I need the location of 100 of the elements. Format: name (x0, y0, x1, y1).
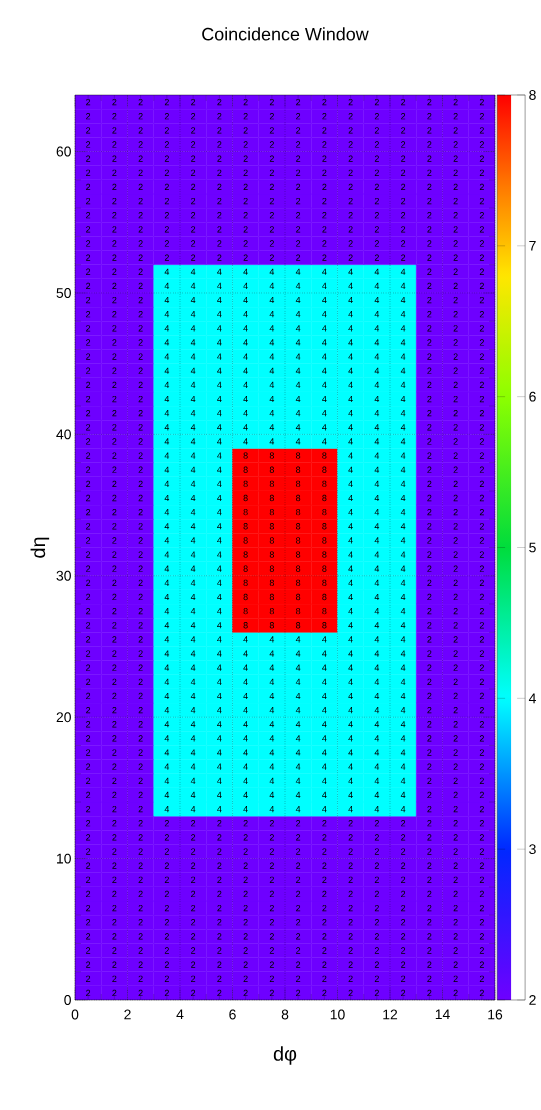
data-label: 4 (190, 636, 196, 643)
data-label: 4 (190, 311, 196, 318)
data-label: 4 (269, 339, 275, 346)
data-label: 4 (190, 410, 196, 417)
data-label: 2 (479, 579, 484, 586)
data-label: 4 (269, 664, 275, 671)
data-label: 2 (479, 749, 484, 756)
data-label: 2 (427, 282, 432, 290)
data-label: 4 (269, 296, 275, 304)
data-label: 4 (243, 296, 248, 304)
data-label: 8 (243, 593, 248, 601)
data-label: 4 (164, 325, 170, 332)
data-label: 4 (400, 438, 406, 445)
color-bar-label: 5 (529, 542, 536, 553)
data-label: 2 (479, 622, 484, 629)
data-label: 2 (401, 989, 406, 997)
data-label: 2 (191, 933, 196, 940)
data-label: 2 (243, 169, 248, 176)
data-label: 4 (269, 282, 275, 289)
data-label: 2 (427, 890, 432, 898)
data-label: 2 (427, 466, 432, 473)
data-label: 2 (427, 410, 432, 417)
data-label: 2 (86, 692, 91, 700)
data-label: 4 (164, 311, 170, 318)
data-label: 4 (374, 791, 380, 799)
data-label: 2 (138, 395, 143, 403)
data-label: 4 (348, 494, 353, 502)
data-label: 4 (400, 551, 406, 558)
data-label: 2 (479, 791, 484, 799)
data-label: 2 (138, 890, 143, 898)
data-label: 2 (322, 183, 327, 191)
data-label: 2 (112, 551, 117, 558)
data-label: 2 (479, 890, 484, 898)
data-label: 4 (374, 735, 380, 742)
data-label: 2 (427, 367, 432, 374)
data-label: 2 (453, 282, 458, 290)
data-label: 2 (191, 141, 196, 148)
data-label: 2 (427, 593, 432, 601)
data-label: 2 (164, 919, 169, 926)
x-tick-label: 12 (383, 1009, 398, 1020)
data-label: 4 (374, 282, 380, 289)
data-label: 2 (112, 367, 117, 374)
data-label: 2 (112, 721, 117, 728)
data-label: 4 (190, 721, 196, 728)
data-label: 2 (479, 636, 484, 643)
data-label: 2 (479, 933, 484, 940)
data-label: 2 (453, 155, 458, 162)
data-label: 4 (295, 311, 301, 318)
data-label: 2 (427, 424, 432, 431)
data-label: 2 (348, 113, 353, 120)
data-label: 4 (348, 678, 353, 685)
data-label: 4 (322, 424, 327, 431)
data-label: 2 (112, 212, 117, 219)
data-label: 2 (86, 466, 91, 473)
data-label: 2 (401, 183, 406, 191)
data-label: 4 (400, 763, 406, 770)
data-label: 2 (86, 537, 91, 544)
data-label: 4 (190, 791, 196, 799)
data-label: 4 (322, 777, 327, 784)
data-label: 2 (138, 607, 143, 615)
data-label: 8 (296, 494, 301, 502)
data-label: 2 (86, 212, 91, 219)
data-label: 8 (296, 537, 301, 544)
data-label: 4 (217, 678, 222, 685)
data-label: 2 (217, 919, 222, 926)
data-label: 8 (269, 593, 274, 601)
data-label: 2 (269, 820, 274, 827)
data-label: 2 (243, 989, 248, 997)
data-label: 2 (427, 226, 432, 233)
data-label: 4 (348, 282, 353, 289)
data-label: 2 (374, 183, 379, 191)
data-label: 8 (269, 508, 274, 516)
data-label: 2 (296, 98, 301, 106)
data-label: 4 (295, 692, 301, 700)
data-label: 8 (322, 565, 327, 572)
data-label: 4 (190, 367, 196, 374)
data-label: 2 (453, 183, 458, 191)
data-label: 4 (243, 749, 248, 756)
data-label: 2 (112, 98, 117, 106)
y-tick-label: 50 (56, 288, 71, 298)
data-label: 2 (191, 989, 196, 997)
data-label: 2 (112, 311, 117, 318)
data-label: 2 (112, 565, 117, 572)
data-label: 2 (112, 692, 117, 700)
data-label: 2 (86, 890, 91, 898)
data-label: 2 (112, 607, 117, 615)
data-label: 2 (138, 282, 143, 290)
data-label: 8 (296, 452, 301, 459)
data-label: 2 (112, 197, 117, 205)
data-label: 4 (348, 537, 353, 544)
data-label: 2 (269, 212, 274, 219)
data-label: 4 (374, 311, 380, 318)
data-label: 4 (190, 339, 196, 346)
data-label: 2 (479, 735, 484, 742)
data-label: 2 (86, 749, 91, 756)
data-label: 2 (138, 763, 143, 770)
data-label: 2 (479, 537, 484, 544)
data-label: 2 (112, 791, 117, 799)
data-label: 2 (348, 183, 353, 191)
data-label: 4 (243, 424, 248, 431)
